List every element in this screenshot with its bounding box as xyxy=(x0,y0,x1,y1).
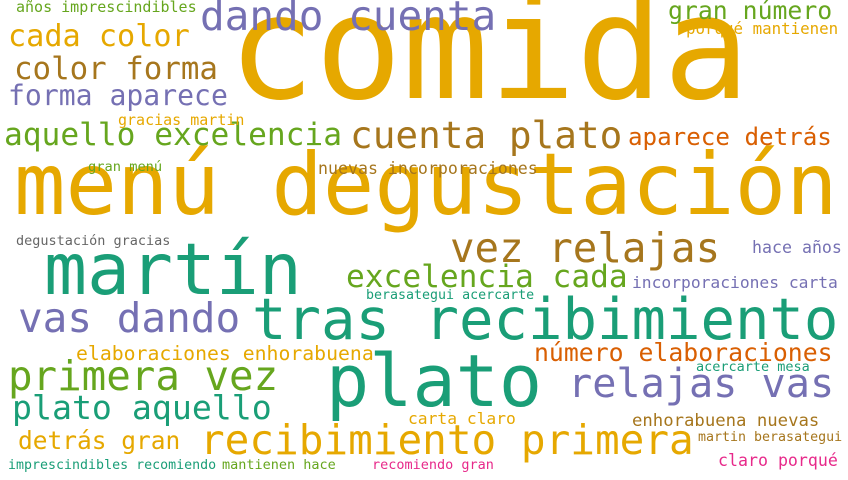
word-plato-aquello: plato aquello xyxy=(12,388,272,428)
word-dando-cuenta: dando cuenta xyxy=(200,0,497,40)
word-martin-berasategui: martin berasategui xyxy=(698,430,843,446)
word-incorporaciones-carta: incorporaciones carta xyxy=(632,272,838,292)
word-primera-vez: primera vez xyxy=(8,351,279,400)
word-gracias-martin: gracias martin xyxy=(118,111,245,129)
word-recomiendo-gran: recomiendo gran xyxy=(372,457,494,474)
word-menu-degustacion: menú degustación xyxy=(14,135,838,235)
word-claro-porque: claro porqué xyxy=(718,450,838,470)
word-acercarte-mesa: acercarte mesa xyxy=(696,359,810,376)
word-detras-gran: detrás gran xyxy=(18,426,181,456)
word-plato: plato xyxy=(326,338,543,423)
word-gran-numero: gran número xyxy=(668,0,833,25)
word-martin: martín xyxy=(44,227,302,311)
word-relajas-vas: relajas vas xyxy=(568,361,835,407)
word-recibimiento-primera: recibimiento primera xyxy=(200,415,694,464)
word-comida: comida xyxy=(228,0,750,134)
word-excelencia-cada: excelencia cada xyxy=(346,258,628,295)
word-porque-mantienen: porqué mantienen xyxy=(686,18,839,38)
word-elaboraciones-enhorabuena: elaboraciones enhorabuena xyxy=(76,342,374,365)
word-hace-anos: hace años xyxy=(752,237,842,257)
word-mantienen-hace: mantienen hace xyxy=(222,457,336,474)
word-numero-elaboraciones: número elaboraciones xyxy=(534,338,833,367)
word-color-forma: color forma xyxy=(14,50,218,87)
word-degustacion-gracias: degustación gracias xyxy=(16,233,171,250)
word-tras-recibimiento: tras recibimiento xyxy=(252,285,839,353)
word-aparece-detras: aparece detrás xyxy=(628,123,832,152)
word-vas-dando: vas dando xyxy=(18,293,241,342)
word-carta-claro: carta claro xyxy=(408,408,516,428)
word-enhorabuena-nuevas: enhorabuena nuevas xyxy=(632,410,820,431)
word-gran-menu: gran menú xyxy=(88,159,163,176)
word-vez-relajas: vez relajas xyxy=(450,223,721,272)
word-forma-aparece: forma aparece xyxy=(8,79,228,113)
word-anos-imprescindibles: años imprescindibles xyxy=(16,0,197,16)
word-berasategui-acercarte: berasategui acercarte xyxy=(366,288,535,304)
word-imprescindibles-recomiendo: imprescindibles recomiendo xyxy=(8,458,217,474)
word-cada-color: cada color xyxy=(8,19,190,54)
word-cuenta-plato: cuenta plato xyxy=(350,112,623,157)
word-nuevas-incorporaciones: nuevas incorporaciones xyxy=(318,158,538,178)
word-aquello-excelencia: aquello excelencia xyxy=(4,116,342,153)
